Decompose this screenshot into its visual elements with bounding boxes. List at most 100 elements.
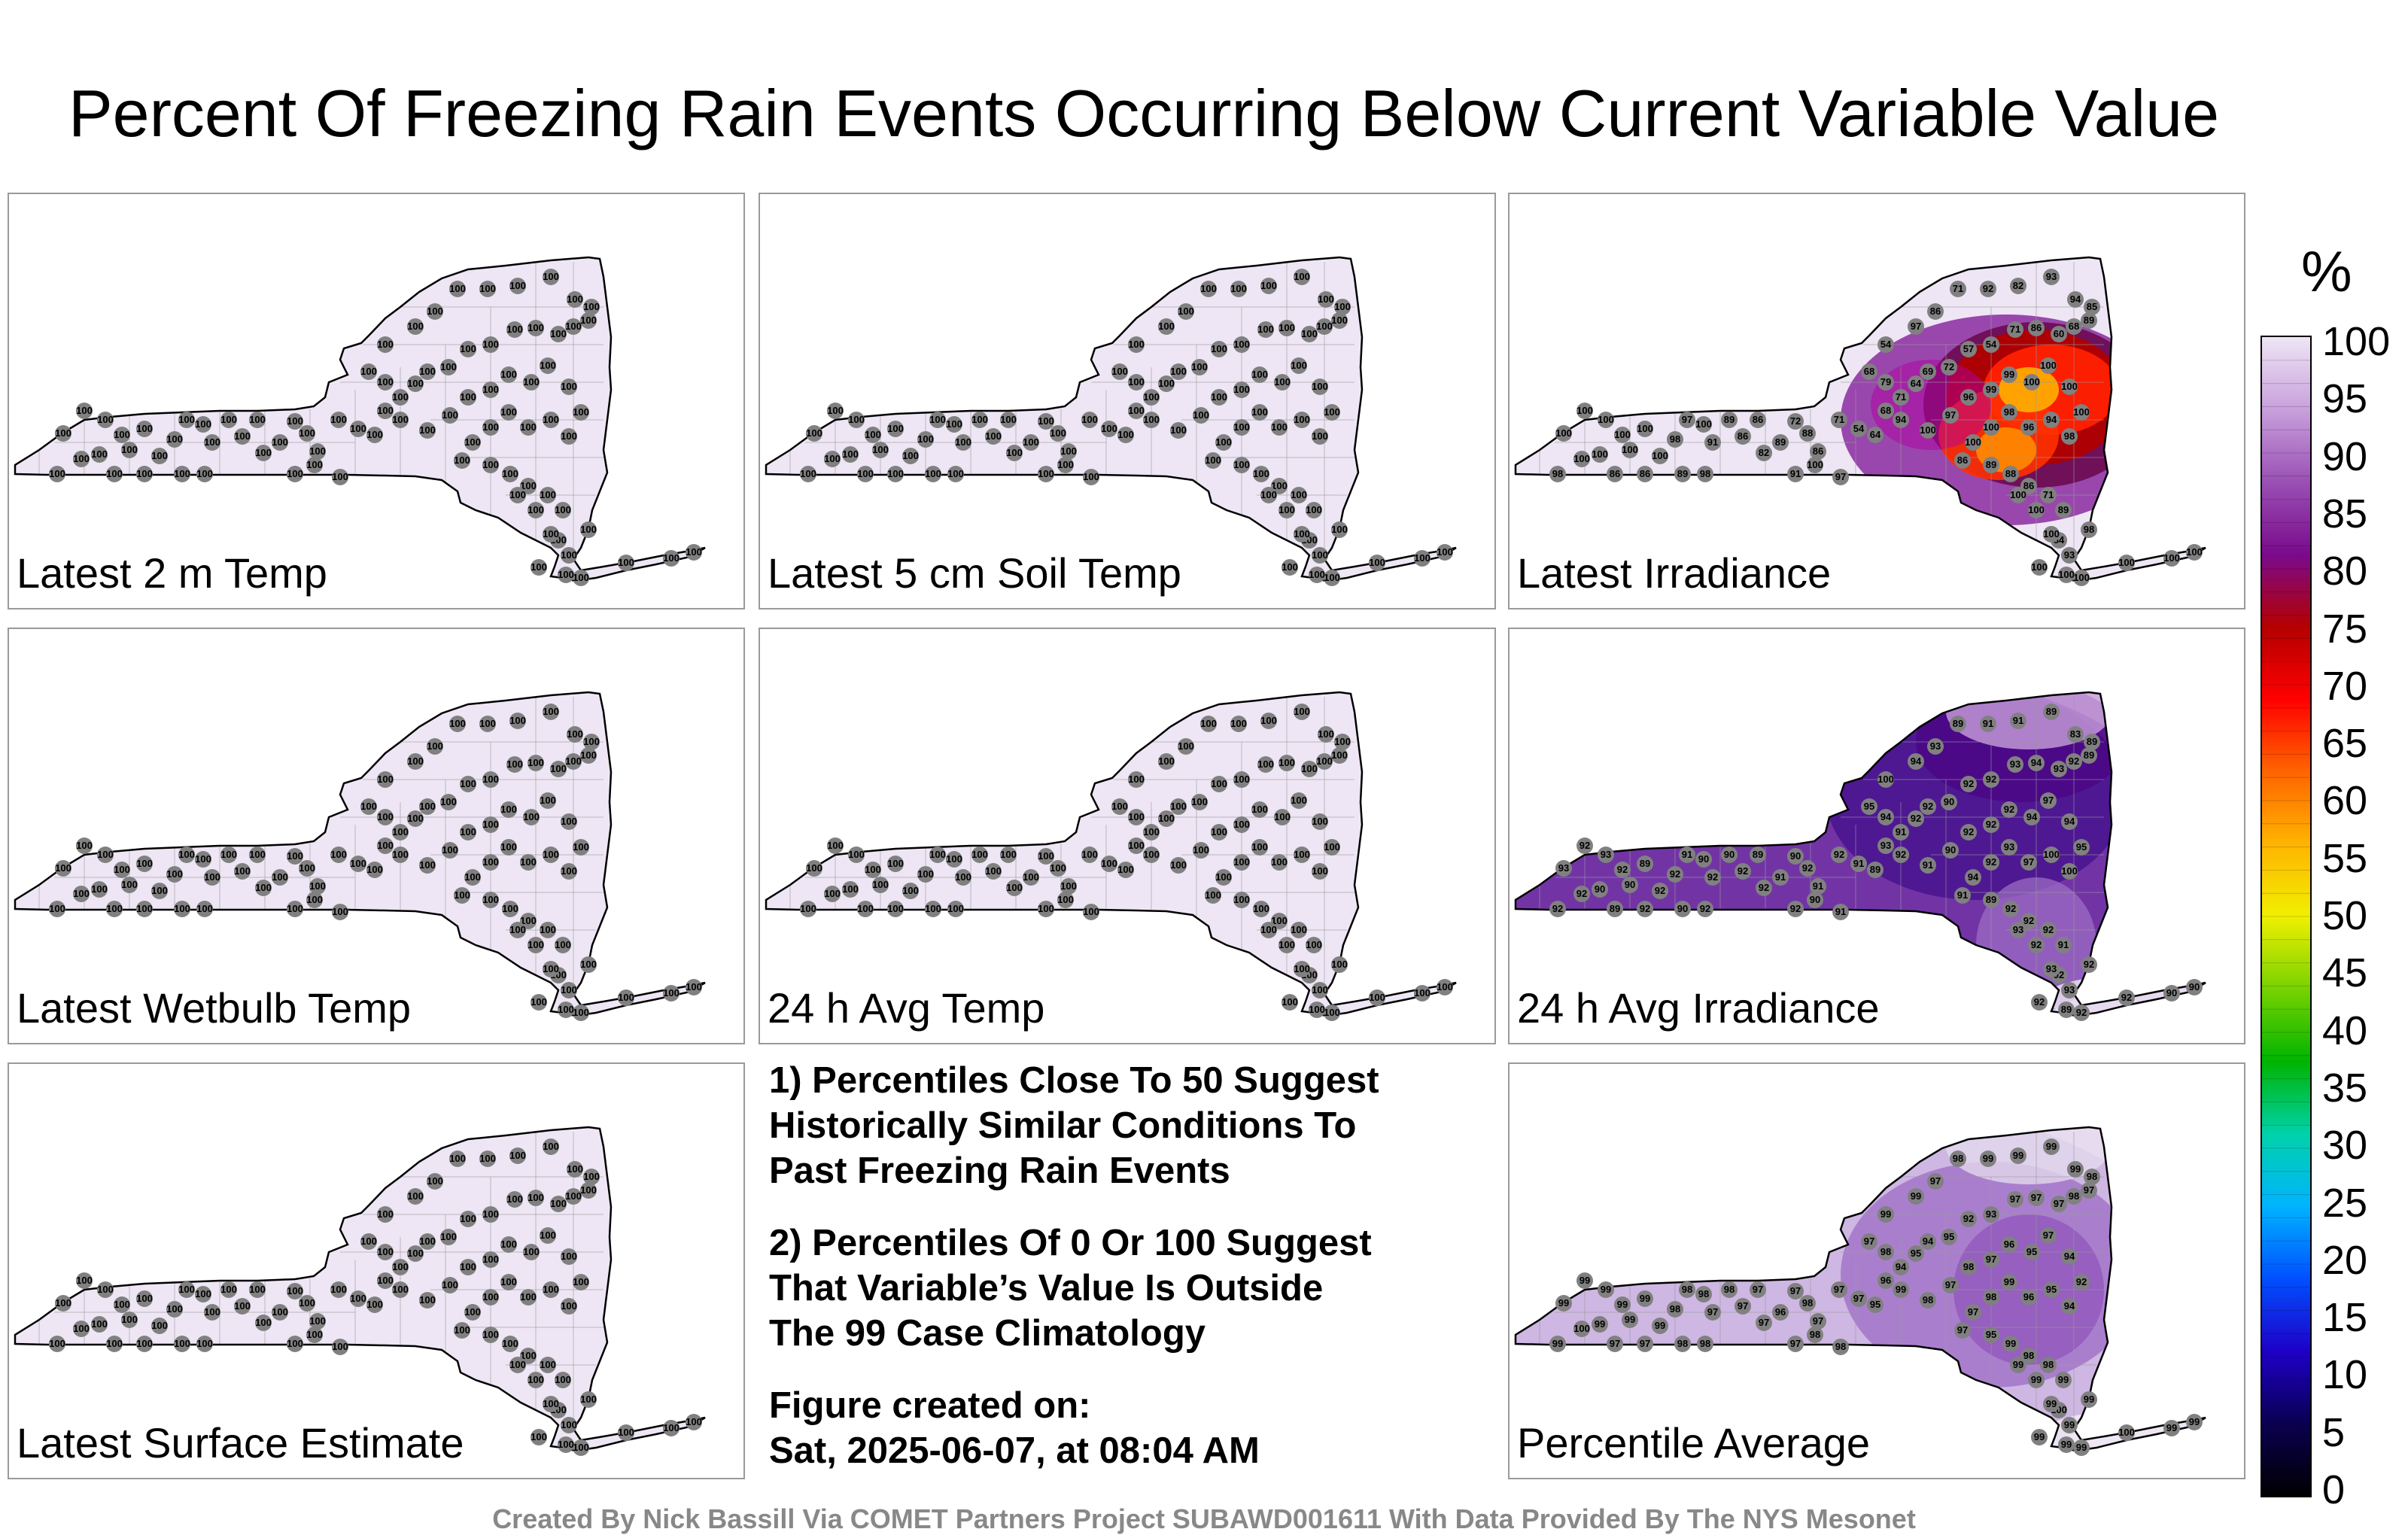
station-marker (419, 422, 436, 439)
station-value: 100 (528, 757, 544, 768)
station-marker (482, 1251, 499, 1268)
station-value: 100 (366, 429, 383, 440)
station-marker (1193, 407, 1209, 424)
station-marker (1334, 299, 1351, 315)
station-value: 98 (1552, 468, 1563, 479)
station-value: 100 (1023, 871, 1039, 883)
station-value: 100 (482, 856, 499, 868)
station-value: 98 (1682, 1284, 1692, 1295)
station-value: 100 (1233, 421, 1250, 433)
station-value: 97 (1853, 1293, 1864, 1304)
station-marker (1291, 792, 1307, 809)
station-marker (1555, 1295, 1572, 1312)
station-value: 100 (800, 903, 816, 914)
station-value: 100 (558, 1004, 574, 1015)
station-value: 98 (1700, 1338, 1710, 1349)
station-marker (166, 866, 183, 883)
station-marker (1294, 269, 1310, 285)
station-value: 100 (929, 849, 946, 860)
station-value: 100 (407, 755, 424, 767)
station-value: 100 (407, 1190, 424, 1202)
station-marker (482, 854, 499, 871)
station-value: 100 (1170, 859, 1187, 871)
station-value: 100 (1271, 915, 1288, 926)
station-value: 100 (1101, 423, 1117, 434)
panel-label: 24 h Avg Irradiance (1517, 984, 1880, 1032)
station-marker (1861, 363, 1877, 380)
colorbar-tick-label: 0 (2322, 1467, 2346, 1512)
station-marker (887, 901, 904, 917)
station-value: 100 (1622, 444, 1638, 455)
station-value: 100 (567, 1163, 583, 1175)
station-value: 100 (1211, 391, 1227, 403)
station-marker (1306, 502, 1322, 518)
station-marker (1282, 559, 1298, 576)
station-marker (528, 320, 544, 336)
station-marker (917, 431, 934, 448)
station-marker (1253, 466, 1269, 482)
station-value: 93 (2004, 841, 2014, 853)
station-marker (848, 847, 865, 863)
station-value: 100 (528, 1192, 544, 1203)
station-marker (1170, 798, 1187, 815)
station-marker (1787, 1336, 1804, 1352)
station-marker (460, 776, 476, 792)
colorbar-tick-label: 90 (2322, 433, 2368, 479)
station-marker (1750, 847, 1766, 863)
station-value: 92 (2076, 1276, 2087, 1287)
station-value: 100 (460, 391, 476, 403)
station-marker (2040, 922, 2057, 938)
station-marker (1316, 318, 1333, 335)
station-value: 100 (2073, 572, 2090, 583)
station-marker (502, 901, 518, 917)
station-marker (482, 1289, 499, 1306)
station-marker (502, 1336, 518, 1352)
station-value: 98 (1986, 1291, 1996, 1302)
station-marker (479, 716, 496, 732)
station-value: 100 (1331, 524, 1348, 535)
station-value: 100 (1081, 414, 1098, 425)
station-value: 100 (2023, 376, 2040, 388)
station-marker (460, 389, 476, 406)
station-value: 100 (309, 880, 326, 892)
station-value: 93 (1880, 840, 1891, 851)
station-marker (1704, 434, 1721, 451)
station-marker (2028, 320, 2045, 336)
station-marker (1667, 866, 1683, 883)
station-value: 100 (543, 1141, 559, 1152)
station-marker (540, 1227, 556, 1244)
station-marker (407, 375, 424, 392)
station-marker (234, 428, 251, 445)
station-marker (887, 856, 904, 872)
station-marker (309, 1313, 326, 1330)
station-value: 100 (1251, 841, 1268, 853)
station-marker (2081, 747, 2097, 764)
station-value: 100 (565, 1190, 582, 1202)
colorbar-unit: % (2301, 240, 2352, 304)
station-value: 100 (543, 849, 559, 860)
station-marker (195, 416, 211, 433)
station-marker (1893, 1259, 1909, 1275)
station-marker (573, 404, 589, 421)
station-marker (454, 1322, 470, 1339)
station-marker (1950, 1150, 1966, 1167)
station-value: 90 (1724, 849, 1735, 860)
station-marker (1983, 892, 1999, 908)
station-value: 100 (1000, 414, 1017, 425)
station-value: 97 (2031, 1192, 2042, 1203)
station-value: 100 (76, 1275, 93, 1286)
state-fill (766, 257, 1456, 581)
station-value: 98 (1670, 433, 1680, 445)
station-value: 100 (1128, 376, 1145, 388)
station-marker (865, 427, 881, 443)
station-marker (1832, 904, 1849, 920)
station-marker (1704, 1304, 1721, 1321)
station-value: 69 (1923, 366, 1933, 377)
station-value: 99 (2034, 1431, 2045, 1442)
station-marker (1980, 1150, 1996, 1167)
station-marker (1278, 320, 1295, 336)
station-value: 92 (2031, 939, 2042, 950)
station-value: 100 (955, 871, 971, 883)
